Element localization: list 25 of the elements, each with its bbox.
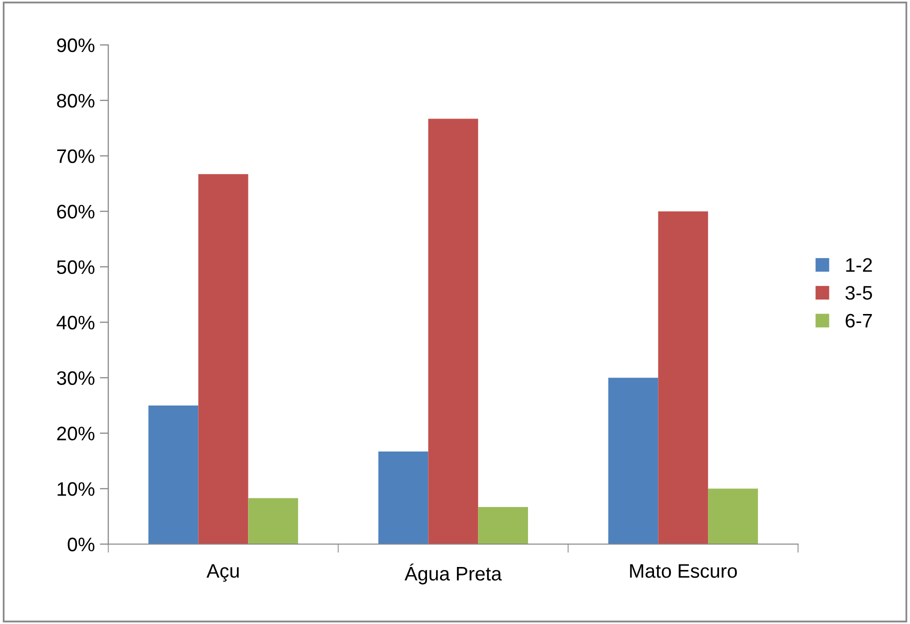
legend-label: 3-5	[845, 286, 872, 300]
y-tick-label: 50%	[56, 260, 94, 274]
bar	[428, 118, 478, 544]
bar	[248, 498, 298, 544]
bar	[608, 378, 658, 544]
bar	[378, 452, 428, 544]
bar	[708, 488, 758, 544]
x-tick-label: Mato Escuro	[630, 564, 737, 578]
x-tick-label: Água Preta	[404, 564, 502, 584]
bar	[658, 211, 708, 544]
y-tick-label: 60%	[57, 204, 94, 219]
y-tick-label: 90%	[57, 38, 94, 52]
bar	[478, 506, 528, 544]
y-tick-label: 10%	[58, 482, 94, 496]
bar	[148, 405, 198, 544]
y-tick-label: 30%	[56, 371, 94, 385]
x-tick-label: Açu	[206, 564, 239, 582]
y-tick-label: 80%	[57, 94, 94, 108]
y-tick-label: 20%	[57, 426, 94, 440]
y-tick-label: 0%	[68, 538, 94, 552]
y-tick-label: 40%	[56, 316, 94, 330]
bar	[198, 174, 248, 544]
legend-label: 6-7	[846, 314, 872, 328]
y-tick-label: 70%	[57, 149, 94, 164]
legend-label: 1-2	[846, 258, 872, 272]
